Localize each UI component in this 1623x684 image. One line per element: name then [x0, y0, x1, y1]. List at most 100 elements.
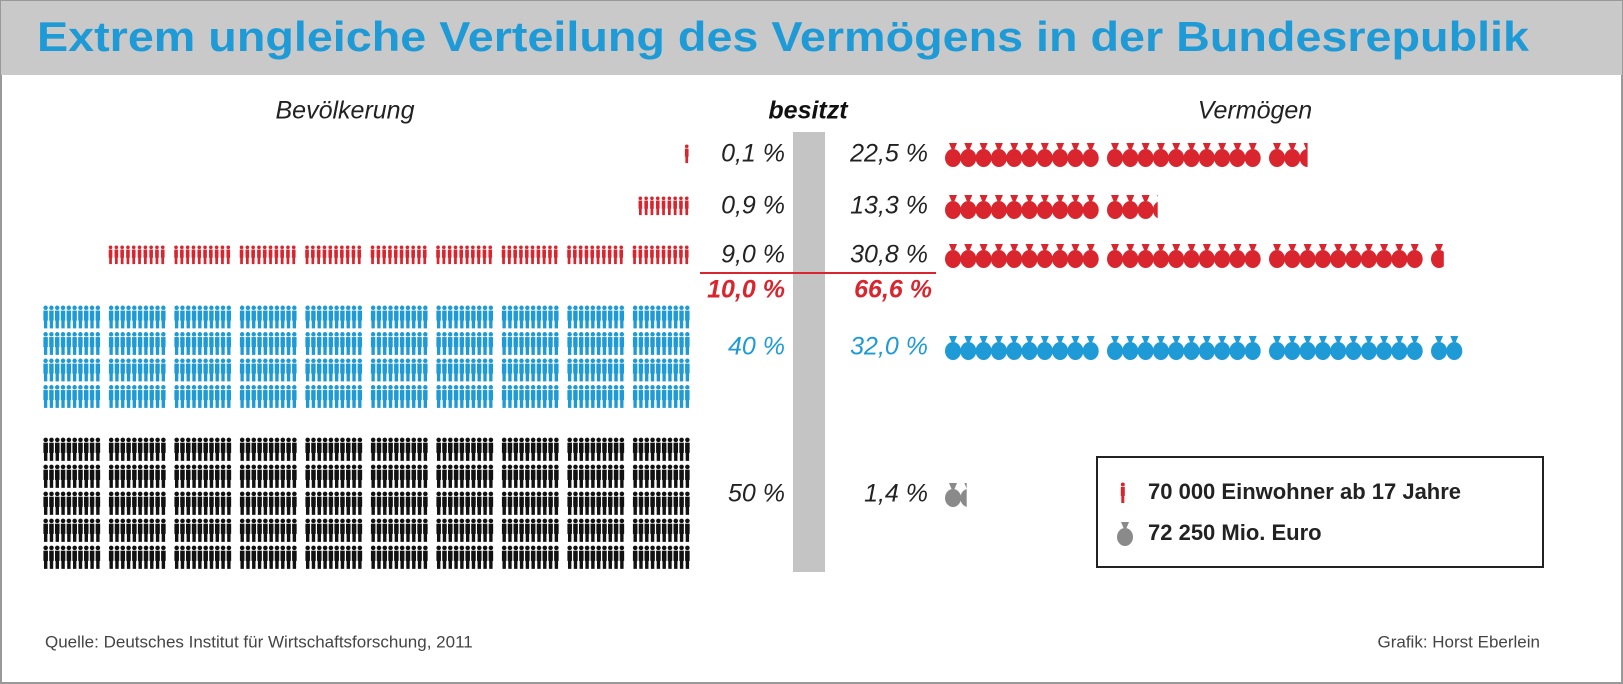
person-body [43, 496, 48, 507]
person-head [590, 437, 596, 443]
person-body [328, 249, 333, 258]
person-body [519, 469, 524, 480]
money-bag [1067, 244, 1084, 268]
person-legs [72, 478, 77, 488]
person-head [667, 437, 673, 443]
person-body [203, 363, 208, 374]
bag-top [1056, 143, 1065, 149]
person-body [524, 249, 529, 258]
person-body [573, 249, 577, 258]
bag-top [1010, 336, 1019, 342]
person-body [334, 442, 339, 453]
bag-top [1202, 336, 1211, 342]
person-body [578, 390, 584, 401]
money-bag [990, 143, 1007, 167]
person-body [573, 496, 578, 507]
person-head [507, 305, 513, 311]
person-head [536, 305, 542, 311]
person-head [89, 305, 95, 311]
person-head [644, 464, 650, 470]
person-legs [662, 532, 666, 542]
person-legs [227, 398, 231, 408]
person-head [382, 245, 386, 250]
person-legs [477, 505, 481, 515]
person-head [351, 332, 357, 337]
person-legs [246, 559, 250, 569]
person-body [542, 363, 547, 374]
person-legs [591, 559, 595, 569]
bag-body [1345, 250, 1362, 268]
person-legs [90, 505, 94, 515]
person-legs [252, 505, 256, 515]
person-body [596, 442, 601, 453]
person-body [579, 442, 584, 453]
person-legs [317, 345, 321, 355]
bag-top [964, 336, 973, 342]
person-body [579, 550, 584, 561]
person-head [280, 305, 285, 311]
person-legs [508, 478, 512, 488]
person-legs [537, 478, 541, 488]
person-head [548, 464, 553, 470]
person-legs [329, 451, 333, 461]
person-legs [352, 505, 356, 515]
person-legs [454, 532, 458, 542]
person-body [251, 496, 257, 507]
person-legs [477, 559, 481, 569]
money-bag [1067, 143, 1084, 167]
person-body [316, 363, 322, 374]
bag-body [1168, 250, 1185, 268]
person-head [584, 464, 590, 470]
person-head [1120, 482, 1125, 487]
person-head [388, 245, 392, 250]
person-body [209, 310, 214, 321]
person-head [174, 305, 179, 311]
person-legs [502, 559, 506, 569]
person-legs [174, 478, 179, 488]
person-legs [352, 319, 356, 329]
person-head [679, 518, 684, 524]
person-legs [519, 532, 524, 542]
person-legs [174, 256, 178, 265]
person-body [83, 363, 89, 374]
person-head [305, 385, 310, 390]
person-head [263, 491, 268, 497]
person-body [197, 496, 203, 507]
person-legs [602, 451, 607, 461]
bag-body [1137, 342, 1154, 360]
person-body [619, 363, 625, 374]
person-legs [388, 478, 393, 488]
person-body [644, 469, 650, 480]
person-body [143, 523, 149, 534]
person-legs [477, 451, 481, 461]
person-body [661, 390, 667, 401]
person-head [507, 464, 513, 470]
person-head [215, 518, 220, 524]
bag-top [1380, 244, 1389, 250]
person-head [263, 385, 268, 390]
person-legs [161, 398, 165, 408]
person-head [656, 305, 661, 311]
person-body [448, 442, 453, 453]
person-head [311, 518, 316, 524]
person-body [584, 310, 590, 321]
person-legs [460, 345, 464, 355]
person-body [471, 469, 476, 480]
person-head [132, 305, 137, 311]
person-body [656, 363, 661, 374]
person-legs [448, 559, 452, 569]
person-body [602, 496, 607, 507]
person-legs [49, 451, 54, 461]
person-legs [305, 478, 310, 488]
person-legs [608, 319, 612, 329]
person-legs [72, 505, 77, 515]
person-body [548, 442, 553, 453]
person-body [530, 496, 536, 507]
person-body [530, 310, 536, 321]
person-legs [263, 372, 267, 382]
person-body [132, 550, 137, 561]
person-head [83, 305, 89, 311]
person-head [322, 332, 328, 337]
person-body [143, 390, 149, 401]
person-head [251, 305, 256, 311]
